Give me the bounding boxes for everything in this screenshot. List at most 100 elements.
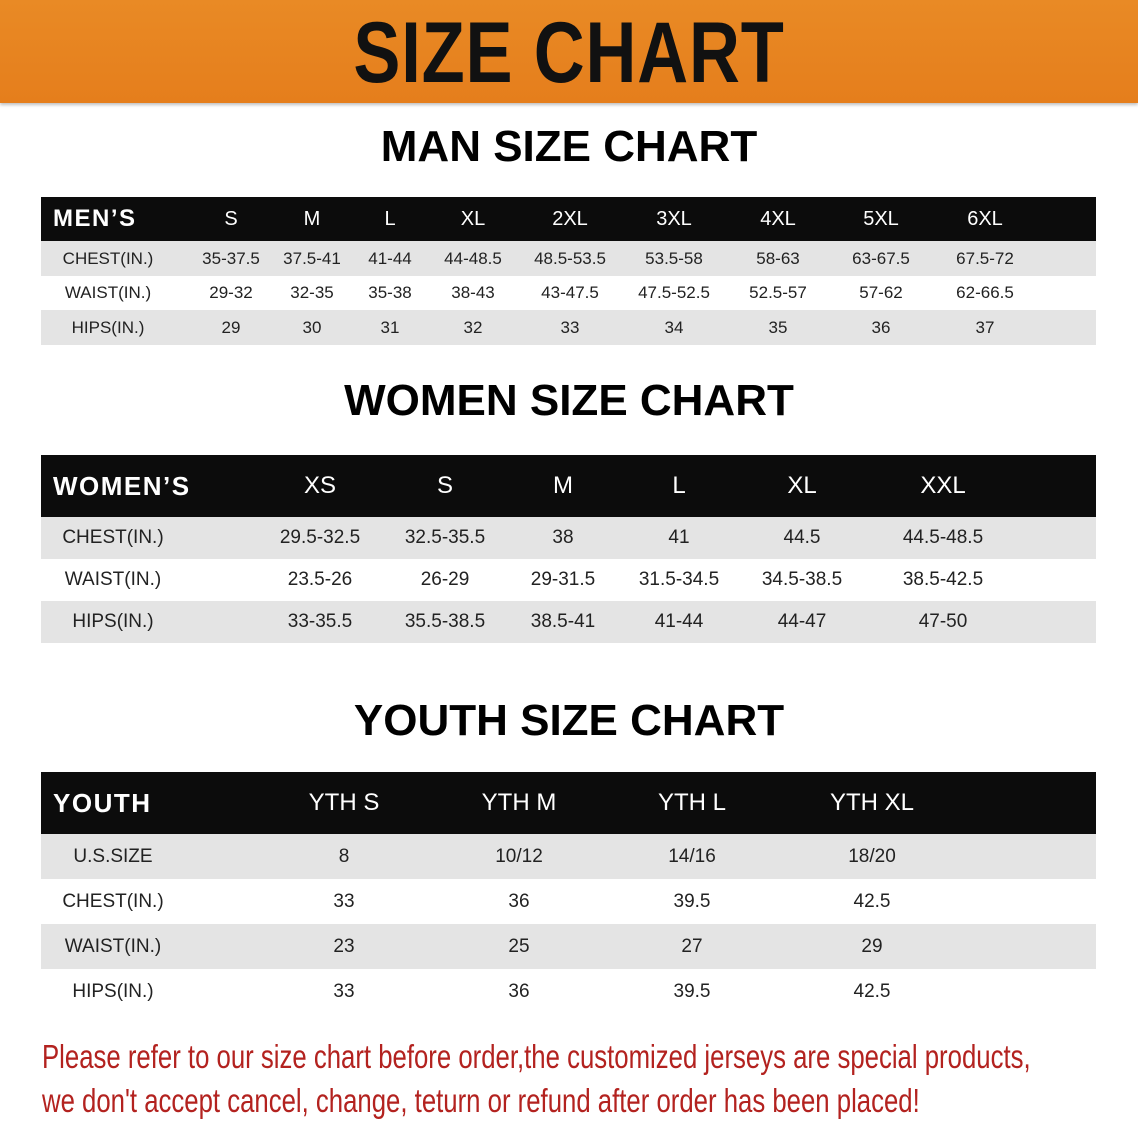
table-cell: 33 bbox=[333, 981, 355, 1002]
table-cell: 41-44 bbox=[654, 611, 704, 632]
table-cell: 36 bbox=[508, 890, 530, 912]
table-cell: 43-47.5 bbox=[541, 283, 599, 302]
measurement-label: WAIST(IN.) bbox=[64, 569, 162, 590]
table-cell: 34.5-38.5 bbox=[761, 569, 843, 590]
youth-header-row: YOUTH YTH S YTH M YTH L YTH XL bbox=[41, 772, 1096, 834]
measurement-label: U.S.SIZE bbox=[73, 845, 153, 867]
measurement-label: CHEST(IN.) bbox=[62, 248, 154, 268]
measurement-label: CHEST(IN.) bbox=[62, 890, 164, 912]
table-cell: 30 bbox=[302, 317, 322, 337]
table-title-cell: YOUTH bbox=[53, 787, 152, 818]
table-cell: 44-48.5 bbox=[444, 248, 502, 268]
table-cell: 38.5-41 bbox=[530, 611, 596, 632]
women-section-title: WOMEN SIZE CHART bbox=[344, 376, 794, 425]
measurement-label: CHEST(IN.) bbox=[62, 527, 164, 548]
table-title-cell: MEN’S bbox=[53, 205, 137, 232]
table-cell: 23.5-26 bbox=[287, 569, 353, 590]
table-cell: 34 bbox=[664, 317, 684, 337]
table-cell: 25 bbox=[508, 935, 530, 957]
table-row: CHEST(IN.) 29.5-32.5 32.5-35.5 38 41 44.5 44.5… bbox=[41, 517, 1096, 559]
table-cell: 8 bbox=[338, 845, 350, 867]
table-cell: 48.5-53.5 bbox=[534, 248, 606, 268]
table-cell: 63-67.5 bbox=[852, 248, 910, 268]
table-cell: 31.5-34.5 bbox=[638, 569, 720, 590]
table-row: CHEST(IN.) 33 36 39.5 42.5 bbox=[41, 879, 1096, 924]
size-header-cell: XL bbox=[460, 207, 486, 230]
table-cell: 36 bbox=[871, 317, 891, 337]
table-row: HIPS(IN.) 33 36 39.5 42.5 bbox=[41, 969, 1096, 1015]
table-cell: 27 bbox=[681, 935, 703, 957]
size-header-cell: L bbox=[672, 472, 686, 499]
measurement-label: WAIST(IN.) bbox=[64, 283, 152, 302]
table-cell: 29-32 bbox=[209, 283, 253, 302]
table-row: U.S.SIZE 8 10/12 14/16 18/20 bbox=[41, 834, 1096, 879]
table-row: WAIST(IN.) 23.5-26 26-29 29-31.5 31.5-34.5 34… bbox=[41, 559, 1096, 601]
size-header-cell: S bbox=[436, 472, 454, 499]
size-header-cell: XS bbox=[303, 472, 337, 499]
table-cell: 26-29 bbox=[420, 569, 470, 590]
table-cell: 18/20 bbox=[848, 845, 896, 867]
table-cell: 58-63 bbox=[756, 248, 800, 268]
table-cell: 33 bbox=[560, 317, 580, 337]
table-row: WAIST(IN.) 23 25 27 29 bbox=[41, 924, 1096, 969]
table-row: WAIST(IN.) 29-32 32-35 35-38 38-43 43-47.5 47.… bbox=[41, 276, 1096, 310]
table-cell: 32.5-35.5 bbox=[404, 527, 486, 548]
table-cell: 35.5-38.5 bbox=[404, 611, 486, 632]
table-cell: 33-35.5 bbox=[287, 611, 353, 632]
table-cell: 35-37.5 bbox=[202, 248, 260, 268]
table-cell: 14/16 bbox=[668, 845, 716, 867]
table-cell: 41-44 bbox=[368, 248, 412, 268]
table-cell: 35-38 bbox=[368, 283, 412, 302]
table-cell: 47-50 bbox=[918, 611, 968, 632]
table-cell: 41 bbox=[668, 527, 690, 548]
size-header-cell: XXL bbox=[920, 472, 966, 499]
table-row: HIPS(IN.) 29 30 31 32 33 34 35 36 37 bbox=[41, 310, 1096, 345]
table-cell: 44.5-48.5 bbox=[902, 527, 984, 548]
table-row: HIPS(IN.) 33-35.5 35.5-38.5 38.5-41 41-44 44-… bbox=[41, 601, 1096, 643]
table-cell: 32 bbox=[463, 317, 483, 337]
table-cell: 62-66.5 bbox=[956, 283, 1014, 302]
size-header-cell: M bbox=[553, 472, 573, 499]
table-cell: 52.5-57 bbox=[749, 283, 807, 302]
size-header-cell: S bbox=[224, 207, 238, 230]
men-size-table: MEN’S S M L XL 2XL 3XL 4XL 5XL 6XL CHEST(IN.) 35-37… bbox=[41, 197, 1096, 345]
youth-section-title: YOUTH SIZE CHART bbox=[353, 696, 785, 745]
table-cell: 37.5-41 bbox=[283, 248, 341, 268]
measurement-label: HIPS(IN.) bbox=[72, 611, 154, 632]
size-header-cell: M bbox=[303, 207, 321, 230]
table-cell: 29-31.5 bbox=[530, 569, 596, 590]
table-cell: 47.5-52.5 bbox=[638, 283, 710, 302]
table-cell: 39.5 bbox=[673, 981, 711, 1002]
banner-title: SIZE CHART bbox=[353, 5, 785, 101]
youth-size-table: YOUTH YTH S YTH M YTH L YTH XL U.S.SIZE 8 10/12… bbox=[41, 772, 1096, 1015]
size-header-cell: YTH S bbox=[308, 789, 380, 816]
table-cell: 67.5-72 bbox=[956, 248, 1014, 268]
table-cell: 44.5 bbox=[783, 527, 821, 548]
table-cell: 29 bbox=[861, 935, 883, 957]
size-header-cell: YTH XL bbox=[829, 789, 915, 816]
table-cell: 39.5 bbox=[673, 890, 711, 912]
table-cell: 42.5 bbox=[853, 890, 891, 912]
men-header-row: MEN’S S M L XL 2XL 3XL 4XL 5XL 6XL bbox=[41, 197, 1096, 241]
measurement-label: HIPS(IN.) bbox=[72, 981, 154, 1002]
table-cell: 44-47 bbox=[777, 611, 827, 632]
size-header-cell: 3XL bbox=[656, 207, 692, 230]
size-header-cell: L bbox=[384, 207, 396, 230]
table-cell: 38 bbox=[552, 527, 574, 548]
table-cell: 38-43 bbox=[451, 283, 495, 302]
table-cell: 29 bbox=[221, 317, 241, 337]
table-cell: 23 bbox=[333, 935, 355, 957]
order-note-line-2: we don't accept cancel, change, teturn o… bbox=[42, 1082, 920, 1119]
table-cell: 33 bbox=[333, 890, 355, 912]
measurement-label: WAIST(IN.) bbox=[64, 935, 162, 957]
table-cell: 32-35 bbox=[290, 283, 334, 302]
table-cell: 35 bbox=[768, 317, 788, 337]
table-cell: 53.5-58 bbox=[645, 248, 703, 268]
table-cell: 36 bbox=[508, 981, 530, 1002]
table-cell: 42.5 bbox=[853, 981, 891, 1002]
table-cell: 37 bbox=[975, 317, 995, 337]
table-cell: 57-62 bbox=[859, 283, 903, 302]
table-cell: 10/12 bbox=[495, 845, 543, 867]
title-banner: SIZE CHART bbox=[0, 0, 1138, 103]
measurement-label: HIPS(IN.) bbox=[71, 317, 145, 337]
